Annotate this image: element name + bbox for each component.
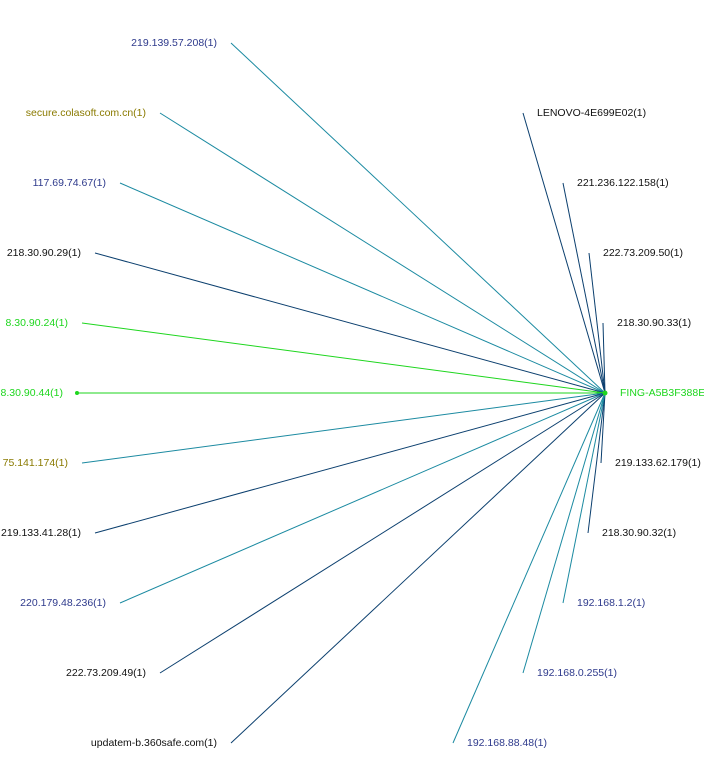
node-label[interactable]: 192.168.88.48(1) xyxy=(467,737,547,749)
graph-edge xyxy=(562,392,606,604)
graph-edge xyxy=(159,112,606,394)
graph-edge xyxy=(159,392,606,674)
hub-node-marker[interactable] xyxy=(602,390,608,396)
graph-edge xyxy=(562,182,606,394)
node-label[interactable]: 221.236.122.158(1) xyxy=(577,177,669,189)
node-label[interactable]: secure.colasoft.com.cn(1) xyxy=(25,107,146,119)
node-label[interactable]: 218.30.90.32(1) xyxy=(602,527,677,539)
graph-edge xyxy=(230,42,606,394)
graph-edge xyxy=(602,322,606,394)
node-label[interactable]: 8.30.90.44(1) xyxy=(0,387,63,399)
node-label[interactable]: 75.141.174(1) xyxy=(2,457,68,469)
node-label[interactable]: 222.73.209.49(1) xyxy=(66,667,146,679)
node-label[interactable]: 219.133.41.28(1) xyxy=(1,527,81,539)
graph-edge xyxy=(588,252,606,394)
graph-edge xyxy=(600,392,606,464)
node-label[interactable]: 218.30.90.29(1) xyxy=(6,247,81,259)
selected-node-marker xyxy=(75,391,79,395)
graph-edge xyxy=(522,112,606,394)
node-label[interactable]: 220.179.48.236(1) xyxy=(20,597,106,609)
graph-edge xyxy=(81,392,606,464)
graph-edge xyxy=(81,322,606,394)
node-label[interactable]: 117.69.74.67(1) xyxy=(32,177,106,189)
node-label[interactable]: 8.30.90.24(1) xyxy=(5,317,68,329)
graph-edge xyxy=(119,182,606,394)
graph-edge xyxy=(522,392,606,674)
node-label[interactable]: 222.73.209.50(1) xyxy=(603,247,683,259)
node-label[interactable]: 218.30.90.33(1) xyxy=(617,317,692,329)
node-label[interactable]: 192.168.1.2(1) xyxy=(577,597,646,609)
graph-edge xyxy=(94,392,606,534)
graph-edge xyxy=(230,392,606,744)
node-label[interactable]: 219.133.62.179(1) xyxy=(615,457,701,469)
hub-node-label[interactable]: FING-A5B3F388E xyxy=(620,387,704,399)
graph-edge xyxy=(587,392,606,534)
graph-edge xyxy=(94,252,606,394)
node-label[interactable]: LENOVO-4E699E02(1) xyxy=(537,107,647,119)
node-label[interactable]: 192.168.0.255(1) xyxy=(537,667,617,679)
graph-edge xyxy=(452,392,606,744)
node-label[interactable]: 219.139.57.208(1) xyxy=(131,37,217,49)
node-label[interactable]: updatem-b.360safe.com(1) xyxy=(90,737,217,749)
graph-edge xyxy=(119,392,606,604)
